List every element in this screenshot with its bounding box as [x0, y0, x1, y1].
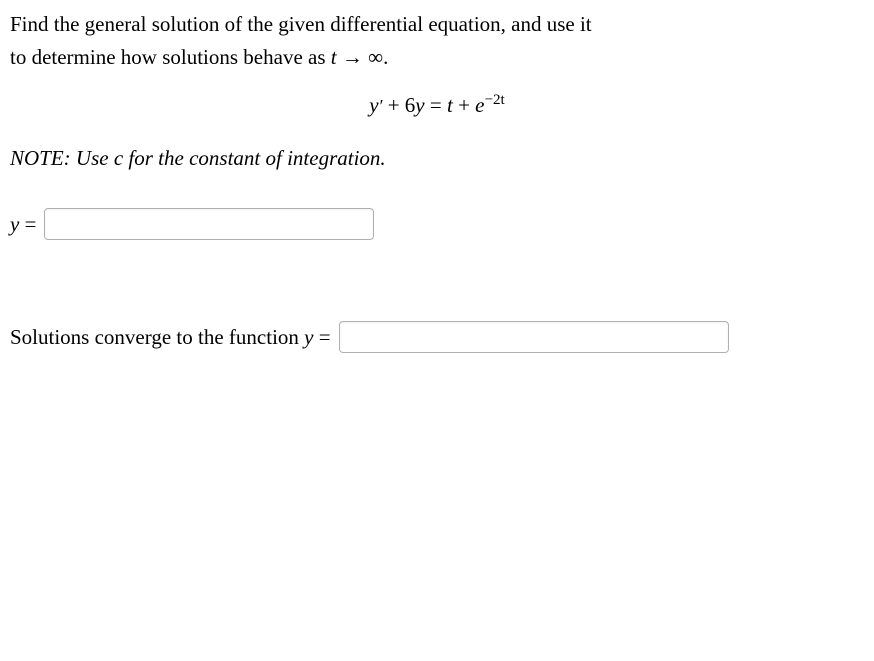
note-prefix: NOTE: Use — [10, 146, 114, 170]
eq-plus: + — [453, 93, 475, 117]
differential-equation: y′ + 6y = t + e−2t — [10, 89, 864, 122]
problem-line2-prefix: to determine how solutions behave as — [10, 45, 331, 69]
eq-exponent: −2t — [484, 92, 504, 108]
eq-y: y — [369, 93, 378, 117]
answer-y-label: y = — [10, 208, 36, 241]
eq-plus6: + 6 — [382, 93, 415, 117]
converge-input[interactable] — [339, 321, 729, 353]
problem-line2-arrow: → ∞. — [337, 45, 389, 69]
problem-statement: Find the general solution of the given d… — [10, 8, 864, 73]
answer-y-var: y — [10, 212, 19, 236]
eq-equals: = — [425, 93, 447, 117]
converge-prefix: Solutions converge to the function — [10, 325, 304, 349]
note-line: NOTE: Use c for the constant of integrat… — [10, 142, 864, 175]
note-suffix: for the constant of integration. — [123, 146, 386, 170]
converge-text: Solutions converge to the function y = — [10, 321, 331, 354]
note-c: c — [114, 146, 123, 170]
answer-y-row: y = — [10, 208, 864, 241]
answer-y-eq: = — [19, 212, 36, 236]
converge-eq: = — [313, 325, 330, 349]
answer-y-input[interactable] — [44, 208, 374, 240]
eq-y2: y — [415, 93, 424, 117]
converge-row: Solutions converge to the function y = — [10, 321, 864, 354]
problem-line1: Find the general solution of the given d… — [10, 12, 592, 36]
